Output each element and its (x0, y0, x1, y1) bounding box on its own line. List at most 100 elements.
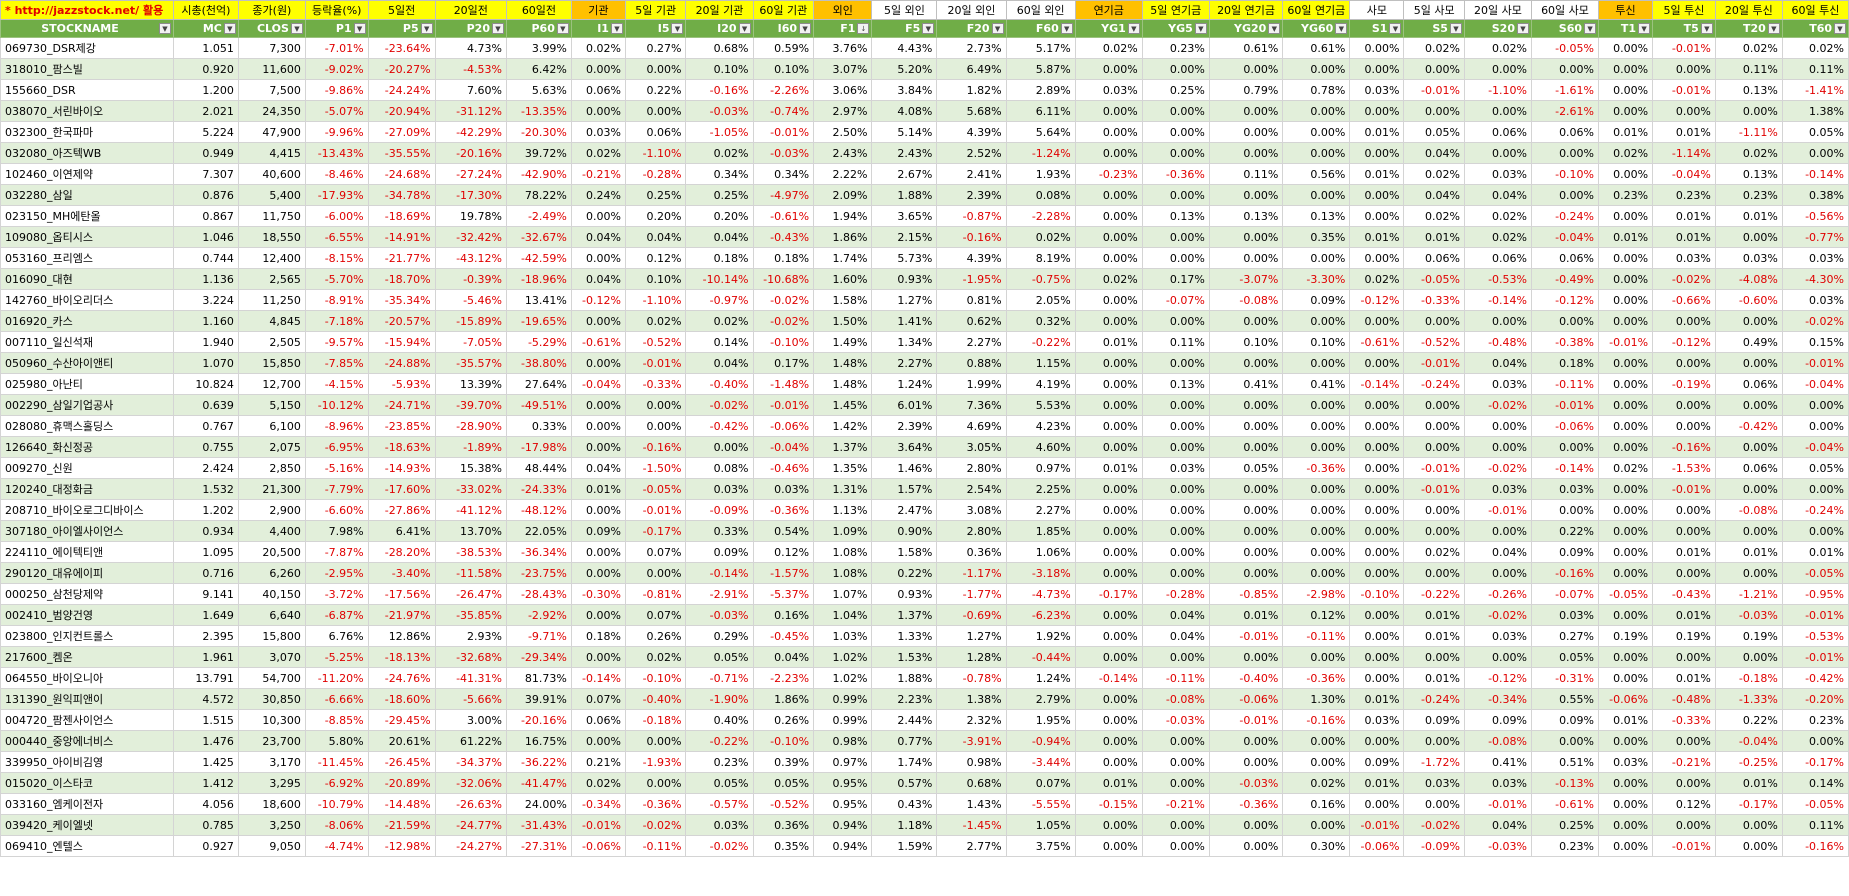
value-cell[interactable]: 13.791 (173, 667, 239, 689)
value-cell[interactable]: 1.940 (173, 331, 239, 353)
value-cell[interactable]: 1.48% (813, 352, 873, 374)
value-cell[interactable]: 2.27% (871, 352, 938, 374)
value-cell[interactable]: 0.00% (1530, 58, 1600, 80)
value-cell[interactable]: 0.00% (624, 772, 687, 794)
value-cell[interactable]: -0.05% (1530, 37, 1600, 59)
value-cell[interactable]: 1.425 (173, 751, 239, 773)
stock-name-cell[interactable]: 032300_한국파마 (0, 121, 174, 143)
value-cell[interactable]: 0.43% (871, 793, 938, 815)
value-cell[interactable]: 0.22% (871, 562, 938, 584)
value-cell[interactable]: 5.68% (936, 100, 1007, 122)
value-cell[interactable]: 1.160 (173, 310, 239, 332)
value-cell[interactable]: -6.23% (1005, 604, 1076, 626)
value-cell[interactable]: -17.98% (506, 436, 572, 458)
value-cell[interactable]: -8.06% (304, 814, 369, 836)
value-cell[interactable]: -17.93% (304, 184, 369, 206)
value-cell[interactable]: -0.34% (1463, 688, 1532, 710)
value-cell[interactable]: 0.03% (1463, 163, 1532, 185)
value-cell[interactable]: -0.19% (1652, 373, 1716, 395)
value-cell[interactable]: 0.00% (1282, 310, 1351, 332)
value-cell[interactable]: 0.00% (1074, 373, 1143, 395)
value-cell[interactable]: 0.00% (1714, 436, 1783, 458)
value-cell[interactable]: 2.05% (1005, 289, 1076, 311)
value-cell[interactable]: 0.01% (1652, 667, 1716, 689)
value-cell[interactable]: 0.23% (1781, 709, 1849, 731)
value-cell[interactable]: 0.00% (1074, 709, 1143, 731)
value-cell[interactable]: 0.00% (1141, 814, 1210, 836)
value-cell[interactable]: -0.12% (570, 289, 626, 311)
value-cell[interactable]: -0.14% (685, 562, 754, 584)
value-cell[interactable]: -0.14% (1530, 457, 1600, 479)
value-cell[interactable]: 1.070 (173, 352, 239, 374)
value-cell[interactable]: 2.50% (813, 121, 873, 143)
value-cell[interactable]: -0.02% (1652, 268, 1716, 290)
value-cell[interactable]: 1.88% (871, 184, 938, 206)
stock-name-cell[interactable]: 318010_팜스빌 (0, 58, 174, 80)
value-cell[interactable]: 0.00% (1598, 562, 1654, 584)
table-row[interactable]: 120240_대정화금 1.532 21,300 -7.79% -17.60% -33.0… (0, 478, 1849, 500)
value-cell[interactable]: 1.42% (813, 415, 873, 437)
value-cell[interactable]: -0.94% (1005, 730, 1076, 752)
value-cell[interactable]: 0.00% (1282, 142, 1351, 164)
value-cell[interactable]: 0.00% (570, 100, 626, 122)
value-cell[interactable]: -23.75% (506, 562, 572, 584)
value-cell[interactable]: 0.02% (570, 142, 626, 164)
value-cell[interactable]: -3.91% (936, 730, 1007, 752)
value-cell[interactable]: 0.03% (1349, 709, 1405, 731)
value-cell[interactable]: -0.08% (1141, 688, 1210, 710)
value-cell[interactable]: -32.06% (434, 772, 508, 794)
value-cell[interactable]: 0.02% (1463, 205, 1532, 227)
value-cell[interactable]: 0.01% (1349, 688, 1405, 710)
column-header-mc[interactable]: MC ▼ (173, 19, 239, 38)
value-cell[interactable]: 1.59% (871, 835, 938, 857)
value-cell[interactable]: -0.52% (1403, 331, 1465, 353)
value-cell[interactable]: -1.61% (1530, 79, 1600, 101)
value-cell[interactable]: -1.95% (936, 268, 1007, 290)
value-cell[interactable]: 0.00% (570, 604, 626, 626)
value-cell[interactable]: -27.31% (506, 835, 572, 857)
value-cell[interactable]: 0.05% (752, 772, 815, 794)
value-cell[interactable]: 47,900 (237, 121, 306, 143)
value-cell[interactable]: 0.11% (1714, 58, 1783, 80)
stock-name-cell[interactable]: 217600_켐온 (0, 646, 174, 668)
value-cell[interactable]: -0.16% (685, 79, 754, 101)
value-cell[interactable]: 2.97% (813, 100, 873, 122)
value-cell[interactable]: -0.43% (1652, 583, 1716, 605)
value-cell[interactable]: -9.57% (304, 331, 369, 353)
value-cell[interactable]: 0.00% (1074, 478, 1143, 500)
value-cell[interactable]: 0.13% (1714, 79, 1783, 101)
value-cell[interactable]: 0.25% (1530, 814, 1600, 836)
value-cell[interactable]: 1.09% (813, 520, 873, 542)
value-cell[interactable]: -20.57% (367, 310, 436, 332)
value-cell[interactable]: -9.71% (506, 625, 572, 647)
column-header-yg60[interactable]: YG60 ▼ (1282, 19, 1351, 38)
value-cell[interactable]: 0.04% (1463, 184, 1532, 206)
value-cell[interactable]: -0.02% (752, 289, 815, 311)
filter-dropdown-icon[interactable]: ▼ (290, 23, 303, 34)
value-cell[interactable]: -3.72% (304, 583, 369, 605)
value-cell[interactable]: -0.21% (570, 163, 626, 185)
value-cell[interactable]: 6.76% (304, 625, 369, 647)
value-cell[interactable]: -26.45% (367, 751, 436, 773)
value-cell[interactable]: -11.20% (304, 667, 369, 689)
value-cell[interactable]: 11,250 (237, 289, 306, 311)
value-cell[interactable]: -15.94% (367, 331, 436, 353)
value-cell[interactable]: 0.57% (871, 772, 938, 794)
value-cell[interactable]: -0.01% (624, 499, 687, 521)
value-cell[interactable]: 0.00% (1074, 226, 1143, 248)
value-cell[interactable]: 0.00% (1598, 394, 1654, 416)
value-cell[interactable]: 0.00% (1714, 646, 1783, 668)
value-cell[interactable]: 0.10% (752, 58, 815, 80)
value-cell[interactable]: 7,300 (237, 37, 306, 59)
value-cell[interactable]: -0.14% (570, 667, 626, 689)
value-cell[interactable]: 0.27% (624, 37, 687, 59)
table-row[interactable]: 032280_삼일 0.876 5,400 -17.93% -34.78% -17.30%… (0, 184, 1849, 206)
value-cell[interactable]: 0.00% (1141, 835, 1210, 857)
value-cell[interactable]: 1.051 (173, 37, 239, 59)
value-cell[interactable]: 0.32% (1005, 310, 1076, 332)
value-cell[interactable]: -42.59% (506, 247, 572, 269)
value-cell[interactable]: 1.07% (813, 583, 873, 605)
value-cell[interactable]: 0.00% (1349, 415, 1405, 437)
value-cell[interactable]: 0.07% (1005, 772, 1076, 794)
value-cell[interactable]: -1.33% (1714, 688, 1783, 710)
